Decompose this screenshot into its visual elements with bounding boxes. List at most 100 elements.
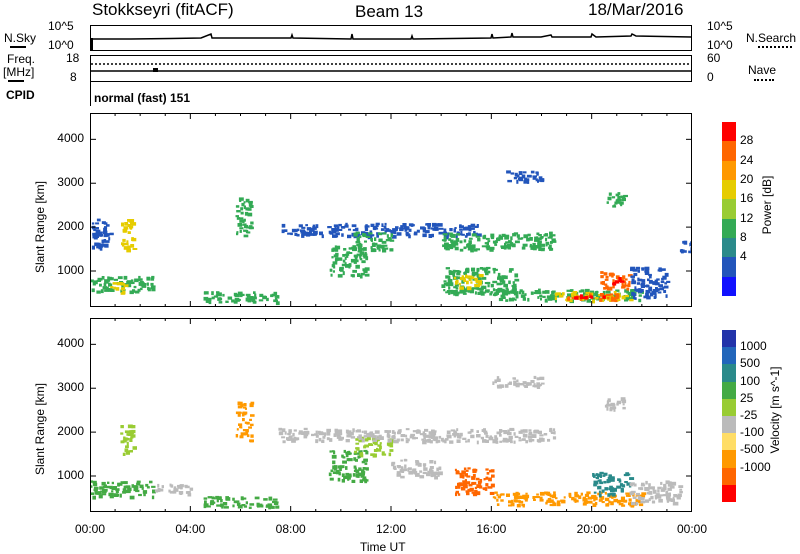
x-tick-label: 20:00 bbox=[576, 522, 607, 536]
velocity-echo-region bbox=[629, 480, 684, 506]
freq-left-label-2: [MHz] bbox=[3, 65, 35, 79]
velocity-echo-region bbox=[154, 483, 194, 497]
power-heatmap bbox=[90, 113, 692, 307]
velocity-echo-region bbox=[592, 471, 635, 498]
colorbar-tick-label: 500 bbox=[740, 356, 761, 371]
noise-left-tick-bottom: 10^0 bbox=[48, 38, 74, 52]
x-tick-label: 00:00 bbox=[676, 522, 708, 536]
x-tick-label: 12:00 bbox=[375, 522, 407, 536]
velocity-echo-region bbox=[492, 491, 647, 508]
power-echo-region bbox=[110, 282, 129, 295]
colorbar-segment bbox=[722, 160, 736, 181]
colorbar-tick-label: -25 bbox=[740, 408, 758, 422]
colorbar-tick-label: 12 bbox=[740, 210, 754, 225]
noise-left-label: N.Sky bbox=[4, 31, 37, 45]
colorbar-tick-label: 24 bbox=[740, 152, 754, 167]
power-echo-region bbox=[441, 231, 557, 253]
noise-right-tick-bottom: 10^0 bbox=[707, 38, 733, 52]
colorbar-segment bbox=[722, 416, 736, 434]
power-echo-region bbox=[630, 266, 671, 300]
noise-panel bbox=[90, 25, 692, 51]
freq-trace bbox=[91, 63, 691, 72]
velocity-echo-region bbox=[328, 449, 369, 484]
colorbar-tick-label: -500 bbox=[740, 442, 765, 457]
colorbar-segment bbox=[722, 257, 736, 278]
power-echo-region bbox=[612, 277, 625, 286]
date-title: 18/Mar/2016 bbox=[588, 0, 684, 19]
time-xlabel: Time UT bbox=[360, 540, 406, 554]
colorbar-tick-label: 20 bbox=[740, 172, 754, 186]
power-echo-region bbox=[203, 291, 280, 306]
power-echo-region bbox=[121, 219, 138, 253]
freq-left-tick-top: 18 bbox=[66, 51, 80, 65]
x-tick-label: 16:00 bbox=[476, 522, 507, 536]
colorbar-segment bbox=[722, 141, 736, 162]
y-tick-label: 3000 bbox=[57, 380, 84, 395]
velocity-echo-region bbox=[203, 495, 280, 510]
freq-left-tick-bottom: 8 bbox=[70, 70, 77, 84]
colorbar-segment bbox=[722, 467, 736, 486]
colorbar-segment bbox=[722, 347, 736, 365]
velocity-echo-region bbox=[235, 401, 255, 443]
power-ylabel: Slant Range [km] bbox=[33, 180, 47, 274]
power-echo-region bbox=[91, 218, 114, 251]
y-tick-label: 4000 bbox=[57, 336, 84, 351]
colorbar-segment bbox=[722, 330, 736, 348]
power-echo-region bbox=[606, 192, 628, 208]
colorbar-segment bbox=[722, 238, 736, 258]
power-echo-region bbox=[329, 245, 370, 279]
x-tick-label: 00:00 bbox=[74, 522, 106, 536]
colorbar-segment bbox=[722, 433, 736, 451]
velocity-echo-region bbox=[278, 427, 557, 445]
colorbar-segment bbox=[722, 450, 736, 469]
noise-right-tick-top: 10^5 bbox=[707, 19, 733, 33]
x-tick-label: 04:00 bbox=[175, 522, 206, 536]
colorbar-segment bbox=[722, 364, 736, 383]
colorbar-tick-label: 4 bbox=[740, 249, 747, 264]
power-echo-region bbox=[506, 170, 545, 184]
power-echo-region bbox=[574, 294, 606, 300]
colorbar-tick-label: 100 bbox=[740, 373, 761, 388]
velocity-echo-region bbox=[454, 467, 495, 497]
power-echo-region bbox=[453, 274, 484, 291]
velocity-colorbar-label: Velocity [m s^-1] bbox=[768, 366, 782, 454]
colorbar-segment bbox=[722, 122, 736, 142]
colorbar-segment bbox=[722, 218, 736, 239]
power-echo-region bbox=[235, 197, 254, 238]
velocity-ylabel: Slant Range [km] bbox=[33, 382, 47, 476]
velocity-heatmap bbox=[90, 318, 692, 512]
velocity-echo-region bbox=[391, 458, 443, 480]
colorbar-tick-label: 16 bbox=[740, 191, 754, 206]
cpid-label: CPID bbox=[6, 88, 35, 102]
y-tick-label: 2000 bbox=[57, 424, 84, 439]
noise-right-label: N.Search bbox=[746, 31, 797, 45]
station-title: Stokkseyri (fitACF) bbox=[92, 0, 234, 19]
velocity-echo-region bbox=[90, 480, 156, 500]
freq-right-legend-line bbox=[754, 79, 774, 81]
velocity-echo-region bbox=[120, 424, 137, 456]
power-colorbar bbox=[722, 122, 736, 297]
freq-left-label-1: Freq. bbox=[7, 52, 36, 66]
colorbar-tick-label: -100 bbox=[740, 425, 765, 440]
power-echo-region bbox=[679, 240, 692, 254]
noise-left-legend-line bbox=[10, 46, 26, 48]
velocity-echo-region bbox=[492, 375, 545, 389]
colorbar-tick-label: 28 bbox=[740, 133, 754, 148]
freq-right-tick-top: 60 bbox=[707, 51, 721, 65]
colorbar-tick-label: -1000 bbox=[740, 459, 771, 474]
colorbar-tick-label: 25 bbox=[740, 390, 754, 405]
freq-panel bbox=[90, 55, 692, 82]
velocity-colorbar bbox=[722, 330, 736, 503]
y-tick-label: 2000 bbox=[57, 219, 84, 234]
noise-right-legend-line bbox=[758, 46, 792, 48]
power-echo-region bbox=[353, 231, 395, 253]
cpid-left-rule bbox=[90, 82, 91, 106]
colorbar-segment bbox=[722, 276, 736, 297]
cpid-text: normal (fast) 151 bbox=[94, 91, 191, 105]
colorbar-segment bbox=[722, 381, 736, 400]
freq-right-tick-bottom: 0 bbox=[707, 70, 714, 84]
y-tick-label: 4000 bbox=[57, 131, 84, 146]
colorbar-segment bbox=[722, 180, 736, 200]
y-tick-label: 3000 bbox=[57, 175, 84, 190]
colorbar-segment bbox=[722, 199, 736, 220]
